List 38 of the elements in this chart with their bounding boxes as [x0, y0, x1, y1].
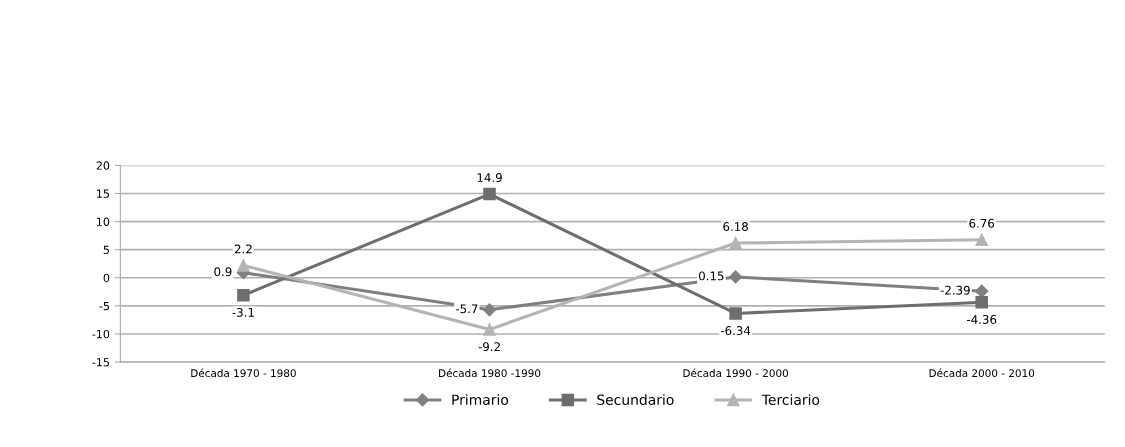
data-label: 0.15	[698, 271, 724, 281]
point	[237, 259, 250, 272]
data-label: -9.2	[478, 342, 500, 352]
y-tick-label: 20	[96, 161, 110, 170]
y-tick-label: 10	[97, 217, 110, 226]
point	[975, 296, 988, 309]
y-tick-label: -5	[99, 302, 109, 311]
point	[729, 236, 742, 250]
y-tick-label: -15	[92, 358, 109, 367]
x-tick-label: Década 1970 - 1980	[191, 368, 296, 378]
y-tick-label: -10	[92, 329, 110, 339]
point	[482, 303, 497, 317]
legend-label: Terciario	[761, 394, 820, 405]
legend-label: Primario	[452, 394, 509, 405]
point	[729, 307, 742, 320]
y-tick-label: 5	[103, 245, 109, 255]
y-tick-label: 15	[97, 189, 109, 198]
data-label: -3.1	[232, 307, 254, 317]
data-label: -5.7	[455, 304, 478, 314]
point	[975, 233, 988, 247]
data-label: 0.9	[214, 267, 232, 277]
point	[237, 288, 250, 302]
x-tick-label: Década 1990 - 2000	[683, 368, 789, 378]
point	[975, 284, 989, 298]
data-label: -6.34	[720, 326, 751, 336]
point	[729, 270, 743, 284]
data-label: 14.9	[477, 173, 502, 183]
x-tick-label: Década 1980 -1990	[439, 368, 541, 378]
y-tick-label: 0	[103, 273, 110, 283]
point	[483, 323, 496, 336]
data-label: 6.18	[723, 222, 748, 232]
point	[483, 187, 496, 201]
data-label: 6.76	[969, 218, 995, 228]
data-label: 2.2	[234, 244, 252, 254]
data-label: -2.39	[940, 285, 970, 295]
x-tick-label: Década 2000 - 2010	[929, 368, 1035, 378]
data-label: -4.36	[967, 314, 997, 324]
legend-label: Secundario	[597, 394, 674, 405]
